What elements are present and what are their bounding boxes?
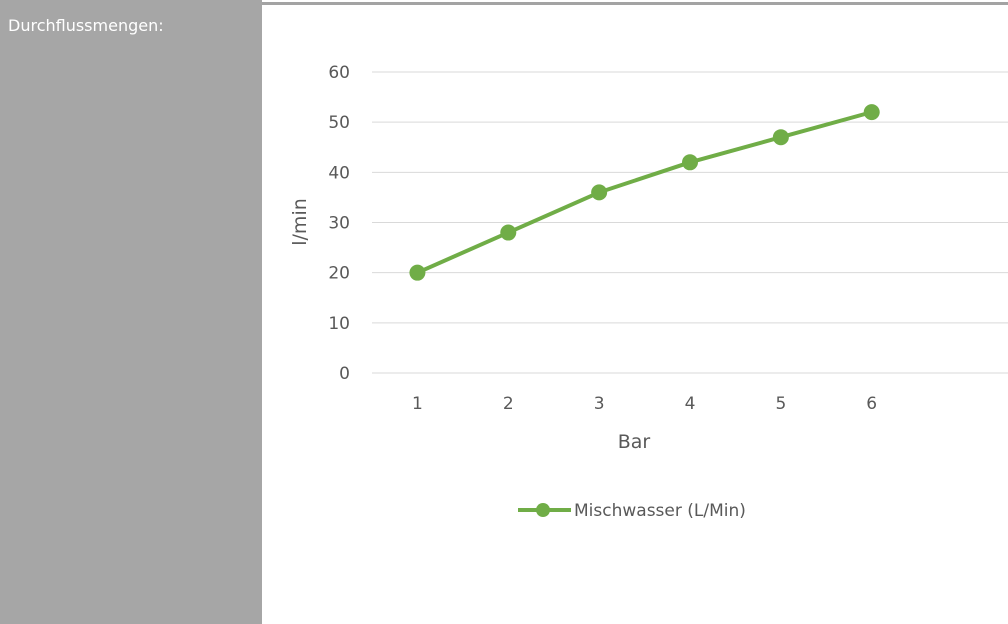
legend: Mischwasser (L/Min) xyxy=(518,501,746,521)
y-tick-label: 30 xyxy=(328,214,350,234)
series-points xyxy=(409,104,880,281)
sidebar-label: Durchflussmengen: xyxy=(8,16,164,35)
gridlines xyxy=(372,71,1008,374)
data-point xyxy=(772,129,789,146)
x-tick-label: 4 xyxy=(685,394,696,414)
x-tick-label: 1 xyxy=(412,394,423,414)
data-point xyxy=(500,224,517,241)
x-tick-label: 3 xyxy=(594,394,605,414)
series-lines xyxy=(416,110,873,275)
series-line xyxy=(416,110,873,275)
data-point xyxy=(591,184,608,201)
legend-label: Mischwasser (L/Min) xyxy=(574,501,746,521)
y-tick-label: 50 xyxy=(328,113,350,133)
x-tick-label: 2 xyxy=(503,394,514,414)
legend-marker xyxy=(536,503,550,517)
top-divider xyxy=(262,2,1008,5)
data-point xyxy=(863,104,880,121)
y-axis-label: l/min xyxy=(289,198,311,246)
y-tick-label: 20 xyxy=(328,264,350,284)
flow-rate-chart: 0 10 20 30 40 50 60 1 2 3 4 5 6 l/min Bar Mischwass… xyxy=(289,63,1008,521)
x-axis-label: Bar xyxy=(618,431,651,453)
y-tick-label: 40 xyxy=(328,163,350,183)
x-tick-label: 6 xyxy=(866,394,877,414)
y-tick-label: 60 xyxy=(328,63,350,83)
x-tick-labels: 1 2 3 4 5 6 xyxy=(412,394,877,414)
data-point xyxy=(409,264,426,281)
y-tick-labels: 0 10 20 30 40 50 60 xyxy=(328,63,350,384)
y-tick-label: 10 xyxy=(328,314,350,334)
x-tick-label: 5 xyxy=(775,394,786,414)
data-point xyxy=(682,154,698,171)
sidebar: Durchflussmengen: xyxy=(0,0,262,624)
y-tick-label: 0 xyxy=(339,364,350,384)
